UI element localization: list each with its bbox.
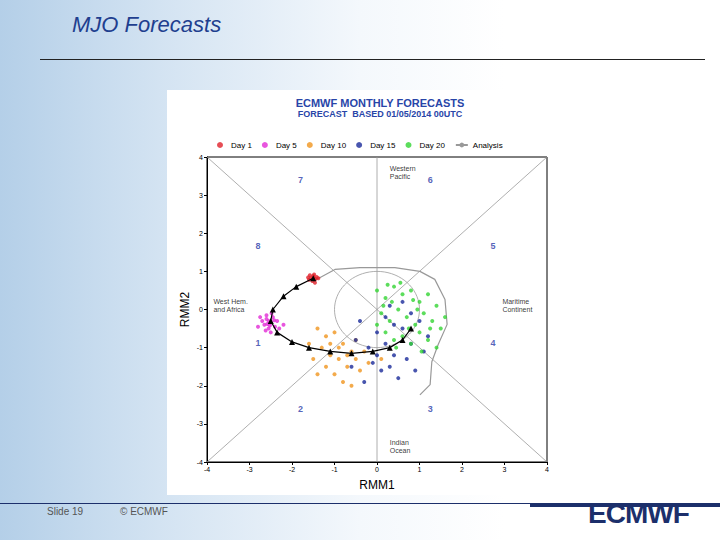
svg-text:Analysis: Analysis [473, 141, 503, 150]
svg-text:0: 0 [199, 306, 203, 313]
svg-text:Maritime: Maritime [502, 298, 529, 305]
svg-text:-3: -3 [197, 420, 203, 427]
svg-text:RMM1: RMM1 [359, 478, 395, 492]
svg-text:3: 3 [428, 404, 433, 414]
html-text:Slide 19: Slide 19 [47, 506, 84, 517]
svg-text:1: 1 [199, 268, 203, 275]
html-text:ECMWF: ECMWF [588, 498, 689, 529]
svg-text:-4: -4 [197, 459, 203, 466]
svg-text:-2: -2 [289, 466, 295, 473]
svg-text:7: 7 [298, 175, 303, 185]
svg-text:Day 1: Day 1 [231, 141, 252, 150]
svg-text:Day 20: Day 20 [419, 141, 445, 150]
svg-text:4: 4 [199, 154, 203, 161]
html-text:© ECMWF: © ECMWF [120, 506, 168, 517]
svg-text:-2: -2 [197, 382, 203, 389]
svg-text:1: 1 [255, 338, 260, 348]
svg-text:-1: -1 [197, 344, 203, 351]
svg-text:Indian: Indian [390, 439, 409, 446]
svg-text:4: 4 [545, 466, 549, 473]
svg-text:2: 2 [199, 230, 203, 237]
svg-text:-3: -3 [246, 466, 252, 473]
svg-text:Ocean: Ocean [390, 447, 411, 454]
svg-text:Continent: Continent [502, 306, 532, 313]
svg-text:1: 1 [418, 466, 422, 473]
svg-text:West Hem.: West Hem. [213, 298, 248, 305]
svg-text:FORECAST BASED 01/05/2014 00U: FORECAST BASED 01/05/2014 00UTC [298, 109, 463, 119]
svg-text:3: 3 [503, 466, 507, 473]
svg-text:Pacific: Pacific [390, 173, 411, 180]
svg-text:-4: -4 [204, 466, 210, 473]
svg-text:6: 6 [428, 175, 433, 185]
svg-text:-1: -1 [331, 466, 337, 473]
svg-text:Day 5: Day 5 [276, 141, 297, 150]
svg-text:2: 2 [460, 466, 464, 473]
svg-text:5: 5 [491, 241, 496, 251]
svg-text:2: 2 [298, 404, 303, 414]
svg-text:4: 4 [491, 338, 496, 348]
svg-text:Western: Western [390, 165, 416, 172]
svg-text:Day 15: Day 15 [370, 141, 396, 150]
svg-text:RMM2: RMM2 [178, 292, 192, 328]
svg-text:8: 8 [255, 241, 260, 251]
svg-text:Day 10: Day 10 [321, 141, 347, 150]
svg-text:and Africa: and Africa [213, 306, 244, 313]
svg-text:ECMWF MONTHLY FORECASTS: ECMWF MONTHLY FORECASTS [296, 97, 465, 109]
svg-text:3: 3 [199, 192, 203, 199]
svg-text:0: 0 [375, 466, 379, 473]
html-text:MJO Forecasts: MJO Forecasts [72, 12, 222, 37]
